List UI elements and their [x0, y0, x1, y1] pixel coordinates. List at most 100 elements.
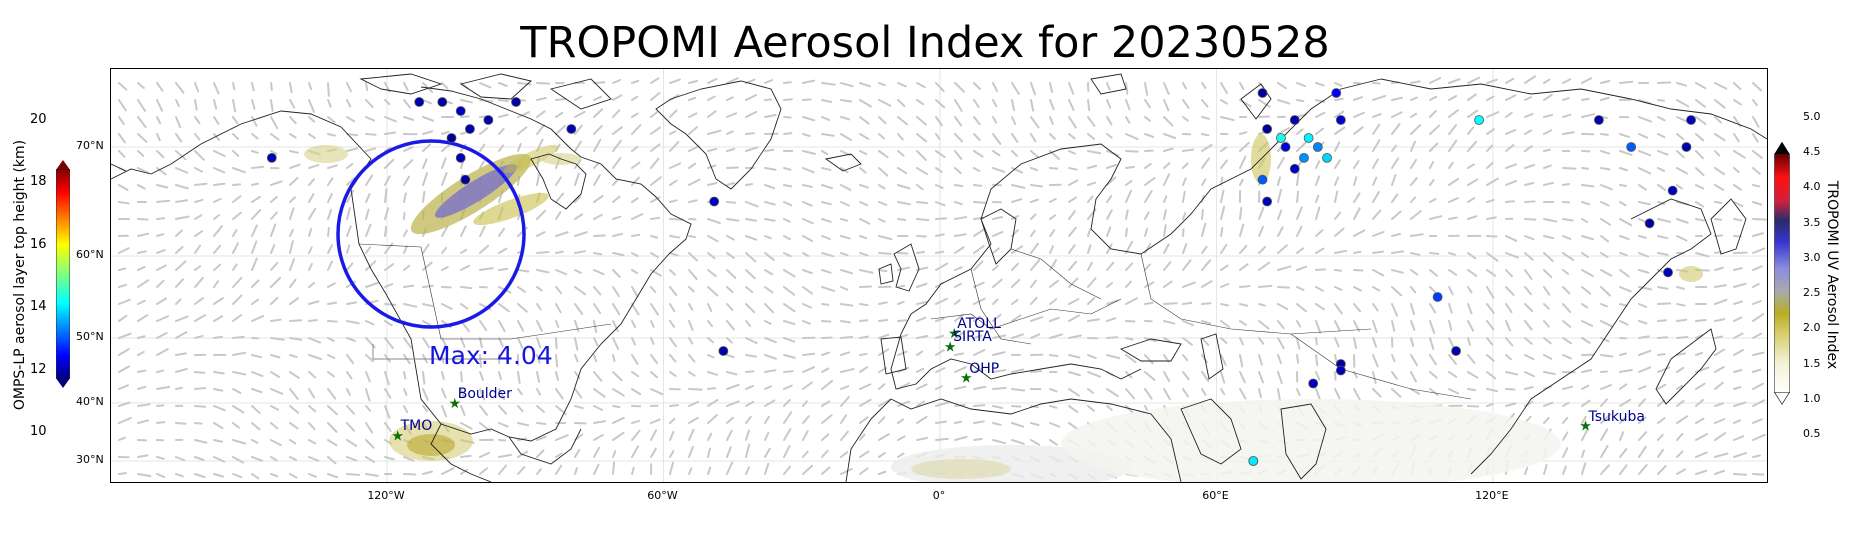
wind-arrow	[1600, 320, 1614, 328]
wind-arrow	[1410, 252, 1421, 256]
wind-arrow	[1429, 371, 1438, 379]
wind-arrow	[555, 211, 562, 220]
wind-arrow	[118, 184, 129, 191]
wind-arrow	[1220, 354, 1227, 366]
wind-arrow	[118, 384, 129, 390]
wind-arrow	[783, 269, 796, 278]
site-label: OHP	[969, 360, 1000, 377]
wind-arrow	[1581, 113, 1596, 118]
wind-arrow	[1220, 99, 1228, 105]
omps-point	[1331, 88, 1342, 98]
wind-arrow	[1581, 415, 1587, 424]
wind-arrow	[1619, 286, 1632, 293]
wind-arrow	[878, 301, 888, 305]
wind-arrow	[840, 99, 853, 103]
wind-arrow	[536, 320, 543, 332]
max-annotation: Max: 4.04	[429, 341, 553, 370]
wind-arrow	[650, 388, 664, 396]
wind-arrow	[327, 177, 334, 186]
wind-arrow	[1448, 109, 1459, 118]
wind-arrow	[479, 354, 482, 368]
wind-arrow	[403, 175, 411, 186]
wind-arrow	[650, 126, 661, 135]
wind-arrow	[194, 198, 204, 203]
wind-arrow	[1277, 286, 1291, 289]
wind-arrow	[1277, 320, 1285, 330]
wind-arrow	[1486, 95, 1495, 101]
wind-arrow	[1733, 316, 1743, 322]
wind-arrow	[916, 350, 924, 356]
wind-arrow	[1410, 303, 1416, 316]
wind-arrow	[1619, 150, 1633, 156]
wind-arrow	[1334, 82, 1343, 87]
wind-arrow	[859, 235, 868, 240]
wind-arrow	[1391, 96, 1404, 101]
wind-arrow	[840, 368, 855, 373]
wind-arrow	[1562, 354, 1573, 360]
wind-arrow	[1296, 320, 1302, 328]
wind-arrow	[1429, 320, 1436, 335]
wind-arrow	[1163, 320, 1176, 325]
wind-arrow	[1353, 286, 1363, 292]
wind-arrow	[384, 371, 390, 386]
wind-arrow	[1239, 303, 1249, 307]
wind-arrow	[840, 286, 849, 291]
wind-arrow	[669, 320, 676, 328]
wind-arrow	[1315, 127, 1325, 135]
wind-arrow	[1562, 303, 1572, 313]
wind-arrow	[1011, 82, 1020, 95]
wind-arrow	[1467, 93, 1477, 101]
wind-arrow	[726, 337, 733, 344]
wind-arrow	[1239, 320, 1248, 326]
wind-arrow	[346, 422, 355, 432]
wind-arrow	[726, 429, 733, 441]
wind-arrow	[1752, 167, 1761, 175]
wind-arrow	[1068, 226, 1077, 237]
wind-arrow	[1049, 316, 1060, 322]
wind-arrow	[1087, 181, 1096, 186]
wind-arrow	[536, 173, 540, 186]
wind-arrow	[346, 99, 352, 108]
wind-arrow	[1277, 156, 1285, 169]
omps-point	[1312, 142, 1323, 152]
wind-arrow	[612, 139, 622, 152]
wind-arrow	[669, 337, 677, 348]
wind-arrow	[1714, 452, 1729, 458]
wind-arrow	[1315, 206, 1321, 220]
wind-arrow	[251, 240, 258, 254]
wind-arrow	[783, 286, 796, 296]
wind-arrow	[1315, 371, 1321, 381]
wind-arrow	[1049, 354, 1059, 358]
wind-arrow	[992, 422, 1002, 426]
wind-arrow	[1391, 371, 1398, 380]
wind-arrow	[840, 467, 853, 475]
wind-arrow	[821, 82, 836, 86]
map-panel[interactable]: ★ ★ ★ ★ ★ ★ Max: 4.04 ATOLL SIRTA OHP Boulder TMO…	[110, 68, 1768, 483]
aerosol-tick-label: 4.0	[1803, 180, 1821, 194]
wind-arrow	[783, 81, 792, 84]
wind-arrow	[1657, 286, 1669, 290]
wind-arrow	[935, 184, 944, 190]
wind-arrow	[1733, 473, 1747, 476]
site-label: ATOLL	[957, 316, 1001, 333]
wind-arrow	[194, 82, 200, 93]
wind-arrow	[1562, 465, 1567, 475]
wind-arrow	[1201, 354, 1208, 364]
wind-arrow	[1448, 95, 1458, 101]
wind-arrow	[650, 447, 657, 458]
wind-arrow	[574, 320, 580, 333]
wind-arrow	[308, 207, 317, 220]
wind-arrow	[1296, 265, 1308, 271]
wind-arrow	[707, 466, 712, 475]
wind-arrow	[460, 248, 468, 254]
wind-arrow	[1220, 116, 1235, 122]
wind-arrow	[669, 404, 679, 407]
wind-arrow	[289, 163, 301, 169]
wind-arrow	[1429, 215, 1443, 220]
wind-arrow	[1030, 370, 1043, 373]
wind-arrow	[1410, 177, 1418, 186]
wind-arrow	[859, 201, 869, 207]
wind-arrow	[688, 162, 697, 169]
wind-arrow	[669, 78, 681, 84]
wind-arrow	[821, 320, 832, 323]
